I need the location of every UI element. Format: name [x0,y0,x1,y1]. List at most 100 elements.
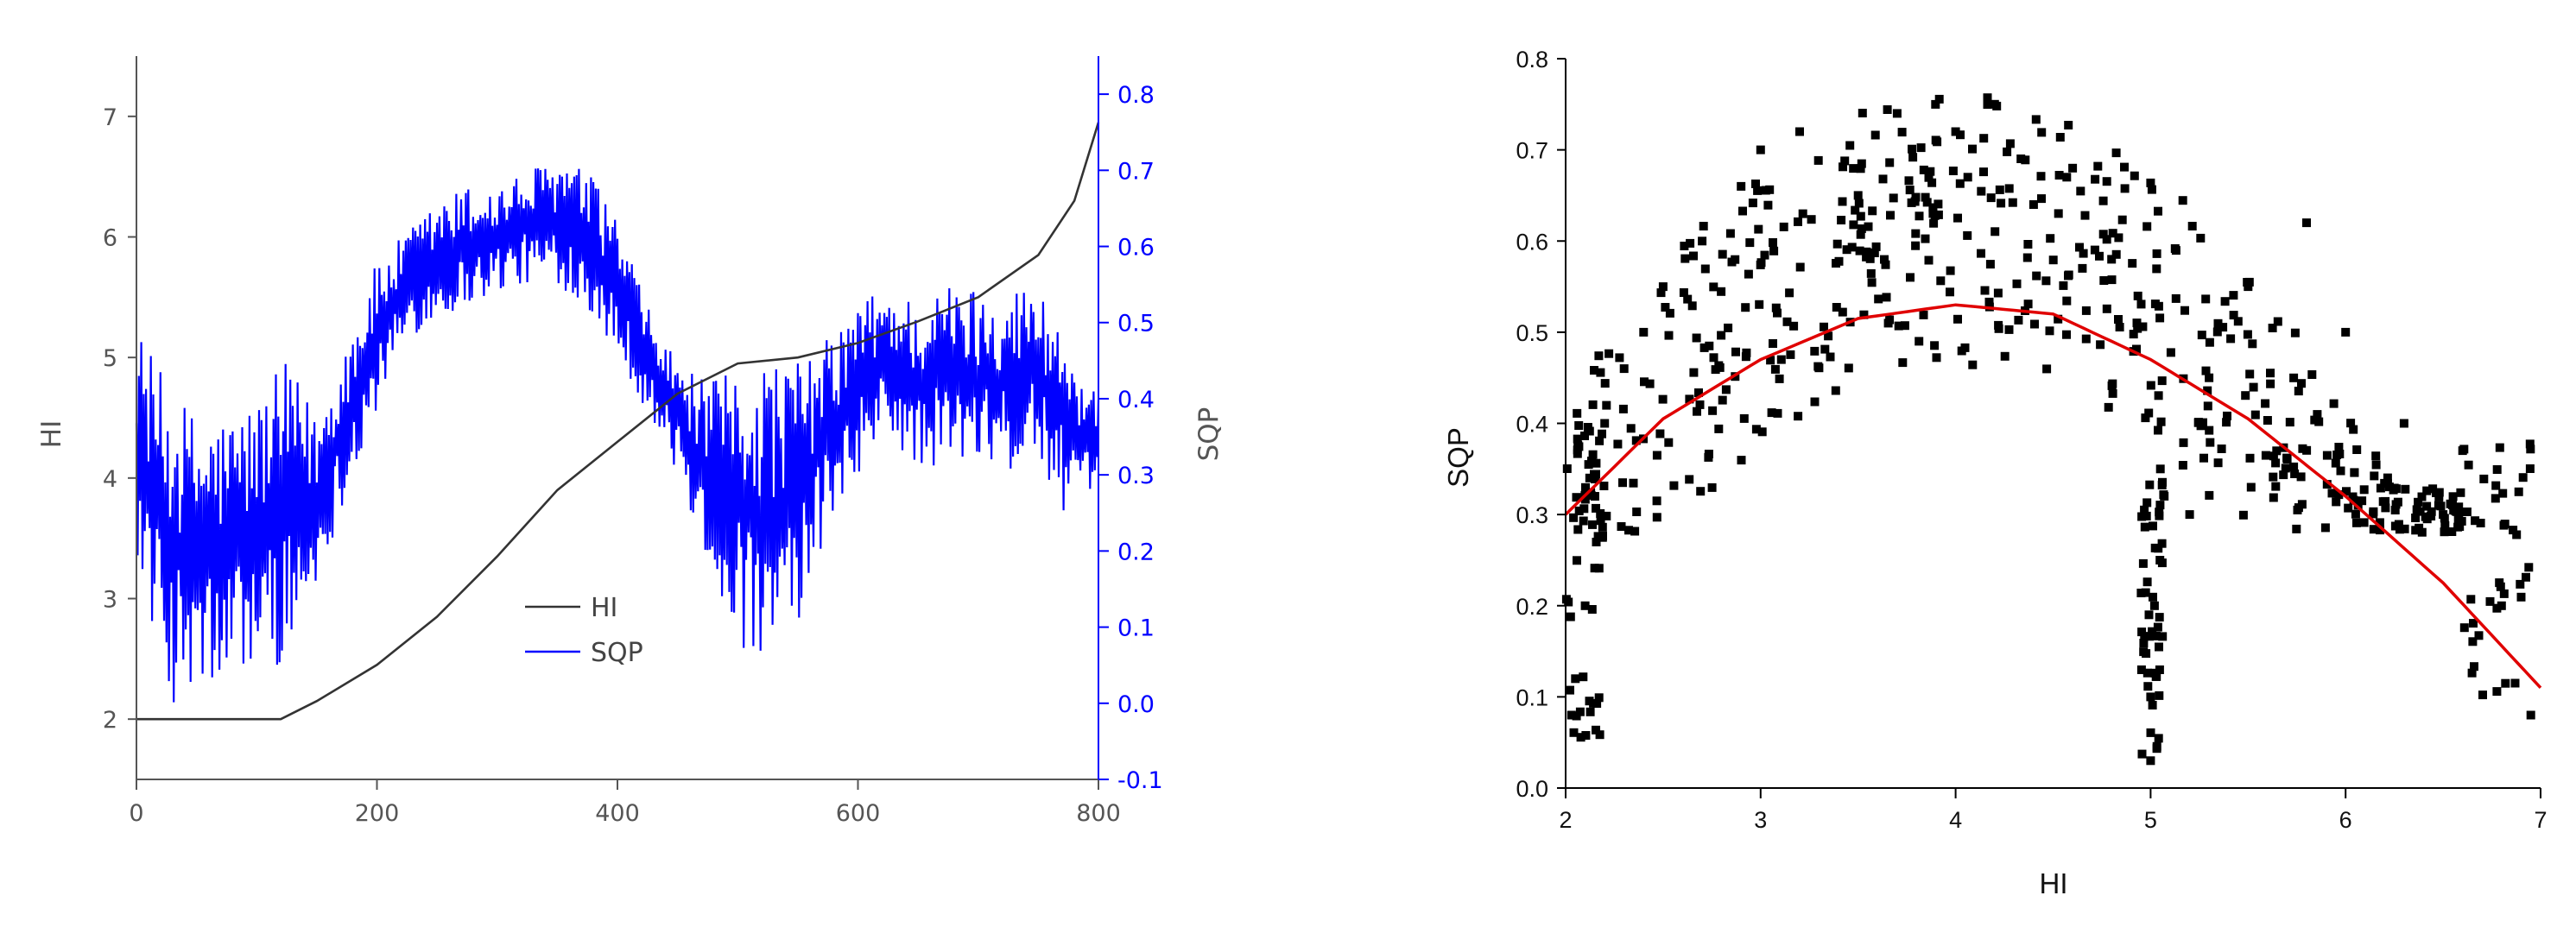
scatter-point [1566,612,1575,621]
scatter-point [1687,301,1697,311]
scatter-point [1921,234,1930,243]
x-tick-label: 2 [1559,807,1572,833]
scatter-point [2514,487,2523,496]
scatter-point [2369,507,2378,516]
scatter-point [2004,325,2014,334]
scatter-point [2273,317,2282,326]
scatter-point [1767,408,1776,418]
scatter-point [2282,453,2292,463]
scatter-point [2036,172,2046,181]
scatter-point [2358,496,2367,506]
scatter-point [2351,509,2360,519]
scatter-point [1658,394,1668,404]
scatter-point [2497,601,2506,610]
scatter-point [1977,186,1986,196]
scatter-point [2359,518,2369,527]
scatter-point [2370,471,2379,481]
scatter-point [2205,490,2214,500]
scatter-point [1856,164,1865,173]
scatter-point [1855,246,1864,255]
scatter-point [2501,678,2510,688]
scatter-point [2185,510,2194,520]
scatter-point [1953,213,1962,223]
scatter-point [2108,388,2117,398]
scatter-point [2132,318,2142,328]
scatter-point [2400,524,2409,533]
scatter-point [2012,279,2022,288]
scatter-point [2142,577,2152,587]
scatter-point [2054,209,2063,218]
scatter-point [2241,391,2250,400]
scatter-point [2376,526,2384,535]
scatter-point [1604,349,1614,358]
scatter-point [1840,156,1850,166]
scatter-point [1924,173,1934,182]
scatter-point [2331,458,2340,468]
scatter-point [2142,498,2152,508]
scatter-point [2151,631,2161,640]
scatter-point [2201,366,2211,375]
scatter-point [2128,259,2137,268]
scatter-point [1862,247,1871,256]
scatter-point [2158,632,2168,641]
scatter-point [2457,516,2466,526]
scatter-point [2157,539,2167,548]
scatter-point [2415,507,2425,516]
x-tick-label: 600 [836,800,881,827]
scatter-point [1639,327,1649,337]
scatter-point [2353,501,2363,510]
scatter-point [2150,668,2160,678]
scatter-point [2290,470,2300,478]
scatter-point [2064,121,2073,129]
scatter-point [1856,230,1865,239]
scatter-point [2042,364,2052,374]
scatter-point [2524,563,2534,572]
scatter-point [2478,691,2487,700]
scatter-point [1771,303,1781,312]
scatter-point [1779,222,1788,231]
scatter-point [2526,710,2535,720]
scatter-point [2037,194,2046,204]
scatter-point [1595,730,1604,740]
scatter-point [1598,533,1607,542]
left-y-tick-label: 6 [103,225,117,252]
scatter-point [1928,203,1938,212]
scatter-point [2495,578,2504,588]
scatter-point [1624,526,1633,535]
scatter-point [2352,445,2362,454]
scatter-point [2313,410,2322,419]
scatter-point [1857,159,1866,168]
scatter-point [2369,525,2378,534]
scatter-point [2334,443,2344,451]
scatter-point [2102,304,2111,313]
x-tick-label: 400 [595,800,640,827]
sqp-vs-hi-scatter-chart: 0.0 0.1 0.2 0.3 0.4 0.5 0.6 0.7 0.8 2 3 4 5 6 7 HI SQP [1442,47,2548,899]
scatter-point [1789,321,1799,331]
scatter-point [1946,287,1954,297]
scatter-point [1592,725,1600,735]
scatter-point [1664,438,1674,447]
scatter-point [1592,699,1602,708]
scatter-point [1916,143,1926,153]
scatter-point [2491,494,2500,503]
scatter-point [2064,270,2073,280]
scatter-point [1930,341,1940,350]
scatter-point [2440,520,2450,530]
scatter-point [1832,239,1842,249]
scatter-point [2245,369,2255,379]
y-tick-label: 0.1 [1516,684,1548,710]
scatter-point [2140,632,2149,641]
scatter-point [2346,419,2356,428]
scatter-point [1864,222,1873,231]
scatter-point [2178,461,2187,470]
scatter-point [1756,145,1765,154]
scatter-point [1892,109,1902,118]
scatter-point [1593,532,1603,541]
scatter-point [2298,444,2307,453]
scatter-point [2197,331,2206,340]
scatter-point [2206,438,2215,447]
scatter-point [1754,224,1763,234]
scatter-point [1757,427,1767,437]
sqp-series-line [135,168,1100,703]
scatter-point [1915,337,1924,346]
